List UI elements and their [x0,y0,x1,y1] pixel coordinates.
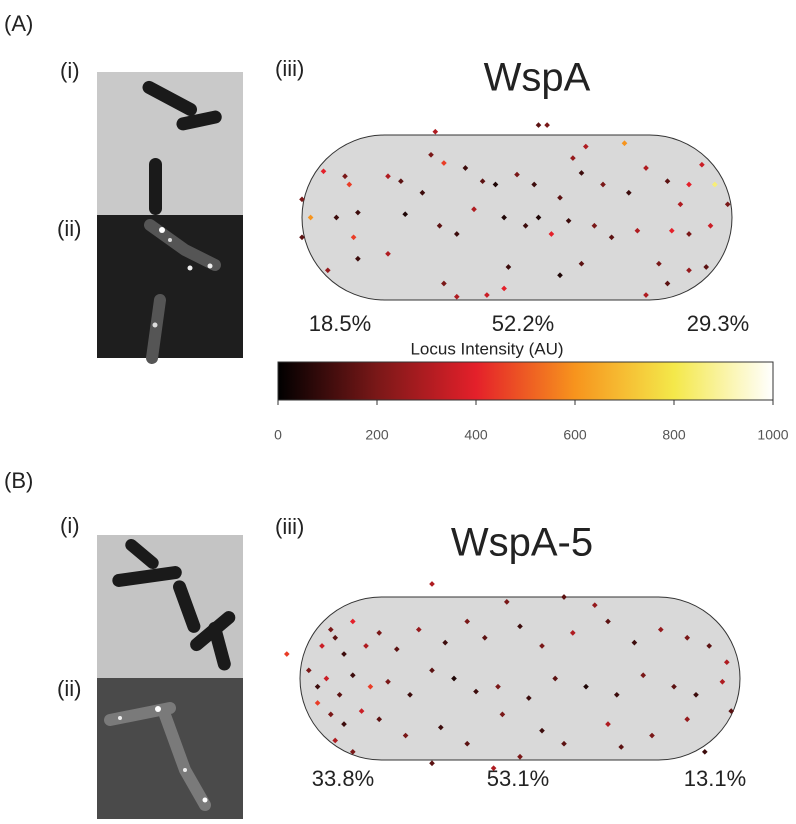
locus-point [536,122,542,128]
locus-point [432,129,438,135]
panel-label: (A) [4,11,33,36]
sub-label: (ii) [57,676,81,701]
fluorescence-image-a [97,215,243,358]
colorbar-label: Locus Intensity (AU) [410,339,563,358]
region-percentage: 53.1% [487,766,549,791]
locus-point [284,651,290,657]
colorbar-tick-label: 600 [563,427,587,443]
locus-point [544,122,550,128]
sub-label: (i) [60,58,80,83]
locus-point [702,749,708,755]
phase-image-a [97,72,243,215]
region-percentage: 29.3% [687,311,749,336]
colorbar-tick-label: 1000 [757,427,788,443]
figure: Locus Intensity (AU) 0 200 400 600 800 1000 (A… [0,0,796,819]
region-percentage: 52.2% [492,311,554,336]
cell-title: WspA-5 [451,521,593,565]
locus-point [429,581,435,587]
region-percentage: 33.8% [312,766,374,791]
locus-point [429,760,435,766]
fluorescence-image-b [97,678,243,819]
region-percentage: 13.1% [684,766,746,791]
page: Locus Intensity (AU) 0 200 400 600 800 1000 (A… [0,0,796,824]
cell-outline [302,135,732,300]
colorbar-tick-label: 200 [365,427,389,443]
colorbar-tick-label: 800 [662,427,686,443]
colorbar [278,362,773,400]
panel-label: (B) [4,468,33,493]
region-percentage: 18.5% [309,311,371,336]
colorbar-tick-label: 0 [274,427,282,443]
cell-outline [300,597,740,760]
colorbar-tick-label: 400 [464,427,488,443]
sub-label: (iii) [275,514,304,539]
sub-label: (ii) [57,216,81,241]
phase-image-b [97,535,243,678]
cell-title: WspA [484,56,591,100]
sub-label: (iii) [275,56,304,81]
sub-label: (i) [60,513,80,538]
